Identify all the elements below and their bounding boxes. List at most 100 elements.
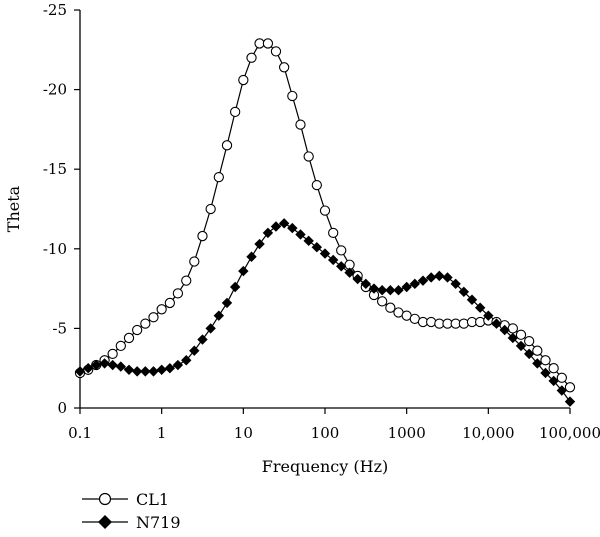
data-point-n719	[254, 238, 265, 250]
data-point-cl1	[475, 316, 486, 328]
x-tick-label: 1	[157, 424, 167, 442]
data-point-cl1	[205, 203, 216, 215]
data-point-n719	[466, 294, 478, 305]
data-point-n719	[148, 366, 159, 377]
data-point-cl1	[189, 256, 200, 267]
data-point-n719	[376, 284, 388, 296]
legend-marker-cl1	[98, 492, 112, 506]
x-tick-label: 100	[311, 424, 340, 442]
data-point-n719	[262, 227, 274, 239]
data-point-n719	[385, 284, 396, 296]
y-tick-label: 0	[57, 399, 67, 417]
data-point-cl1	[540, 355, 551, 366]
data-point-cl1	[524, 335, 535, 347]
data-point-cl1	[246, 52, 257, 63]
data-point-n719	[156, 364, 167, 375]
data-point-n719	[172, 359, 184, 371]
data-point-cl1	[564, 382, 576, 393]
data-point-n719	[548, 375, 559, 387]
data-point-cl1	[148, 312, 159, 323]
markers-n719	[74, 218, 576, 407]
data-point-n719	[107, 359, 118, 371]
data-point-cl1	[278, 62, 290, 73]
data-point-n719	[311, 242, 323, 253]
data-point-n719	[123, 364, 135, 375]
data-point-n719	[458, 286, 470, 297]
series-layer	[74, 38, 576, 407]
data-point-n719	[91, 359, 102, 371]
data-point-n719	[491, 318, 502, 329]
data-point-n719	[556, 385, 568, 396]
data-point-n719	[319, 248, 331, 259]
data-point-cl1	[181, 275, 192, 286]
data-point-n719	[507, 332, 519, 344]
y-tick-label: -10	[43, 240, 67, 258]
data-point-n719	[442, 272, 453, 283]
data-point-n719	[564, 396, 576, 407]
data-point-cl1	[123, 332, 135, 344]
data-point-n719	[368, 283, 380, 294]
data-point-n719	[189, 345, 200, 356]
x-tick-label: 10,000	[462, 424, 515, 442]
data-point-n719	[197, 334, 208, 345]
data-point-cl1	[140, 318, 151, 329]
data-point-n719	[213, 310, 225, 321]
data-point-cl1	[515, 329, 527, 340]
y-tick-label: -20	[43, 81, 67, 99]
data-point-n719	[450, 278, 461, 290]
data-point-n719	[270, 221, 282, 232]
x-axis-title: Frequency (Hz)	[262, 457, 389, 476]
data-point-n719	[229, 281, 241, 293]
data-point-n719	[483, 310, 494, 321]
data-point-n719	[246, 251, 257, 262]
legend-item-n719: N719	[82, 513, 181, 532]
data-point-n719	[278, 218, 290, 229]
markers-cl1	[74, 38, 576, 393]
data-point-cl1	[197, 230, 208, 242]
data-point-n719	[515, 340, 527, 352]
data-point-cl1	[213, 172, 224, 183]
x-tick-label: 0.1	[68, 424, 92, 442]
y-tick-label: -5	[52, 319, 67, 337]
legend-label-cl1: CL1	[136, 490, 169, 509]
data-point-n719	[474, 302, 486, 313]
data-point-n719	[540, 367, 551, 379]
data-point-n719	[303, 235, 314, 247]
data-point-n719	[360, 278, 372, 290]
y-ticks: -25 -20 -15 -10 -5 0	[43, 1, 80, 417]
data-point-n719	[523, 348, 535, 360]
data-point-n719	[131, 366, 143, 377]
data-point-n719	[393, 284, 404, 296]
data-point-cl1	[164, 297, 176, 309]
data-point-n719	[417, 275, 429, 286]
data-point-n719	[409, 278, 421, 290]
x-tick-label: 100,000	[539, 424, 600, 442]
y-axis-title: Theta	[4, 185, 23, 232]
data-point-cl1	[107, 348, 118, 360]
data-point-n719	[295, 229, 306, 240]
data-point-cl1	[270, 46, 282, 57]
data-point-cl1	[172, 288, 184, 299]
data-point-cl1	[303, 151, 314, 162]
data-point-cl1	[336, 245, 347, 256]
legend-label-n719: N719	[136, 513, 181, 532]
data-point-cl1	[556, 372, 567, 383]
data-point-n719	[74, 366, 86, 377]
data-point-n719	[532, 358, 543, 369]
data-point-cl1	[458, 318, 469, 329]
data-point-n719	[287, 222, 298, 234]
data-point-cl1	[115, 340, 126, 352]
data-point-cl1	[132, 324, 143, 336]
data-point-cl1	[328, 227, 339, 239]
data-point-n719	[327, 254, 339, 266]
data-point-cl1	[532, 345, 543, 356]
data-point-cl1	[295, 119, 306, 130]
data-point-cl1	[385, 302, 396, 313]
data-point-cl1	[548, 363, 559, 374]
data-point-n719	[434, 270, 445, 282]
data-point-n719	[238, 265, 249, 277]
data-point-n719	[352, 273, 363, 285]
data-point-n719	[344, 267, 355, 278]
x-tick-label: 10	[234, 424, 253, 442]
